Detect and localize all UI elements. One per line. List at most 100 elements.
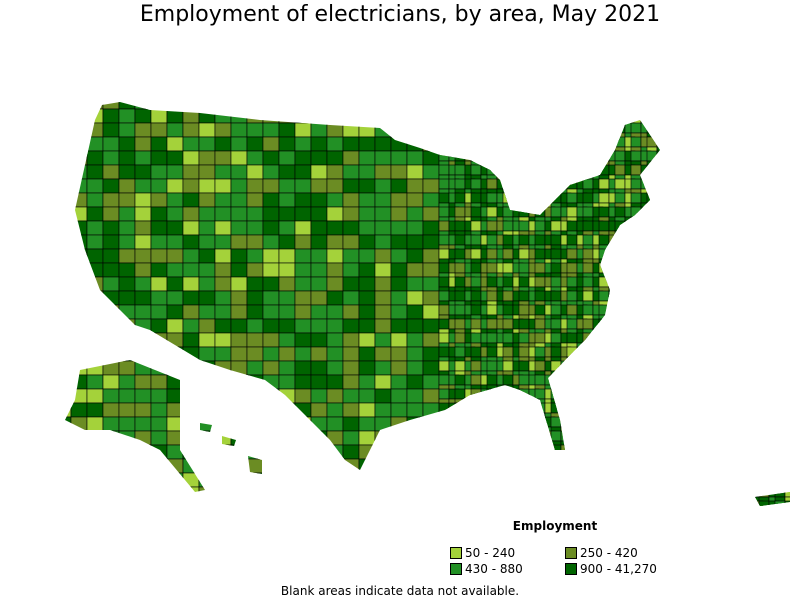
map-area: [774, 482, 786, 494]
map-area: [791, 133, 800, 143]
map-area: [528, 102, 540, 106]
map-area: [608, 426, 620, 438]
map-area: [791, 235, 800, 245]
map-area: [710, 412, 722, 424]
map-area: [672, 398, 684, 410]
map-area: [518, 262, 530, 274]
map-area: [65, 402, 72, 418]
map-area: [758, 486, 770, 498]
map-area: [358, 234, 376, 250]
map-area: [720, 276, 732, 288]
map-area: [518, 136, 530, 148]
map-area: [704, 304, 716, 316]
map-area: [342, 136, 360, 152]
map-area: [640, 486, 652, 498]
map-area: [150, 206, 168, 222]
map-area: [678, 286, 690, 298]
map-area: [502, 458, 514, 470]
map-area: [678, 482, 690, 494]
map-area: [736, 276, 748, 288]
map-area: [784, 398, 790, 410]
map-area: [582, 398, 594, 410]
map-area: [710, 220, 722, 232]
map-area: [630, 412, 642, 424]
map-area: [534, 458, 546, 470]
map-area: [630, 220, 642, 232]
map-area: [640, 328, 652, 340]
map-area: [672, 108, 684, 120]
map-area: [758, 206, 770, 218]
map-area: [528, 430, 540, 442]
map-area: [678, 104, 690, 116]
map-area: [310, 346, 328, 362]
map-area: [518, 290, 530, 302]
map-area: [134, 192, 152, 208]
map-area: [791, 273, 800, 283]
map-area: [496, 440, 508, 452]
map-area: [726, 276, 738, 288]
map-area: [640, 300, 652, 312]
map-area: [70, 248, 88, 264]
map-area: [294, 122, 312, 138]
map-area: [448, 132, 460, 144]
map-area: [582, 304, 594, 316]
map-area: [214, 122, 232, 138]
map-area: [688, 486, 700, 498]
map-area: [86, 430, 104, 446]
map-area: [656, 122, 668, 134]
map-area: [791, 315, 800, 325]
map-area: [566, 220, 578, 232]
map-area: [678, 202, 690, 214]
map-area: [150, 150, 168, 166]
map-area: [662, 342, 674, 354]
map-area: [438, 122, 450, 134]
map-area: [662, 454, 674, 466]
map-area: [576, 412, 588, 424]
map-area: [704, 374, 716, 386]
map-area: [406, 374, 424, 390]
map-area: [544, 468, 556, 480]
map-area: [742, 206, 754, 218]
map-area: [688, 286, 700, 298]
map-area: [470, 430, 482, 442]
map-area: [422, 318, 440, 334]
map-area: [614, 454, 626, 466]
map-area: [624, 318, 636, 330]
map-area: [534, 104, 546, 116]
map-area: [480, 412, 492, 424]
map-area: [550, 346, 562, 358]
map-area: [342, 318, 360, 334]
map-area: [646, 192, 658, 204]
map-area: [582, 122, 594, 134]
map-area: [470, 374, 482, 386]
map-area: [614, 416, 626, 428]
map-area: [624, 220, 636, 232]
map-area: [672, 496, 684, 506]
map-area: [742, 360, 754, 372]
map-area: [656, 234, 668, 246]
map-area: [720, 346, 732, 358]
map-area: [752, 360, 764, 372]
map-area: [656, 496, 668, 506]
map-area: [598, 234, 610, 246]
map-area: [736, 454, 748, 466]
map-area: [342, 262, 360, 278]
map-area: [182, 346, 200, 362]
map-area: [720, 136, 732, 148]
map-area: [791, 301, 800, 311]
map-area: [640, 318, 652, 330]
map-area: [326, 388, 344, 404]
map-area: [262, 374, 280, 390]
map-area: [646, 496, 658, 506]
map-area: [550, 118, 562, 130]
map-area: [134, 486, 152, 502]
map-area: [486, 416, 498, 428]
map-area: [496, 454, 508, 466]
map-area: [438, 104, 450, 116]
map-area: [102, 220, 120, 236]
map-area: [720, 216, 732, 228]
map-area: [710, 234, 722, 246]
map-area: [342, 276, 360, 292]
map-area: [608, 416, 620, 428]
map-area: [662, 444, 674, 456]
